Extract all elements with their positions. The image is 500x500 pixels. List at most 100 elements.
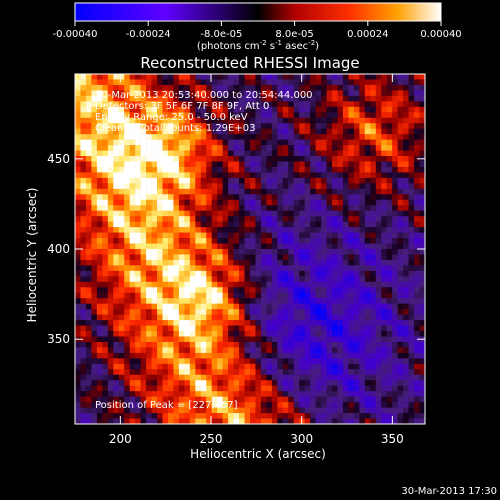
heatmap-cell [381,79,388,86]
heatmap-cell [157,347,163,354]
heatmap-cell [102,341,109,348]
heatmap-cell [392,249,398,255]
heatmap-cell [359,320,366,326]
heatmap-cell [293,90,300,97]
heatmap-cell [195,276,202,283]
heatmap-cell [271,281,278,288]
heatmap-cell [359,259,366,266]
heatmap-cell [206,172,213,179]
heatmap-cell [364,341,371,348]
heatmap-cell [96,303,103,310]
heatmap-cell [146,254,152,261]
heatmap-cell [414,303,420,310]
heatmap-cell [381,161,388,168]
heatmap-cell [277,385,284,392]
heatmap-cell [200,402,207,408]
heatmap-cell [370,194,377,201]
heatmap-cell [129,232,136,239]
heatmap-cell [403,227,409,233]
heatmap-cell [129,413,136,419]
heatmap-cell [135,134,141,140]
heatmap-cell [277,303,284,310]
heatmap-cell [419,216,426,222]
heatmap-cell [310,314,316,321]
heatmap-cell [304,221,311,228]
heatmap-cell [173,199,180,206]
heatmap-cell [255,210,262,217]
heatmap-cell [239,150,245,157]
heatmap-cell [129,341,136,348]
heatmap-cell [310,227,316,233]
heatmap-cell [157,199,163,206]
heatmap-cell [102,128,109,135]
heatmap-cell [386,161,393,168]
heatmap-cell [140,90,147,97]
heatmap-cell [91,101,98,108]
heatmap-cell [228,336,234,343]
heatmap-cell [178,243,185,250]
heatmap-cell [337,270,344,277]
heatmap-cell [419,117,426,124]
heatmap-cell [107,90,114,97]
heatmap-cell [342,128,349,135]
heatmap-cell [332,145,338,151]
heatmap-cell [118,270,125,277]
heatmap-cell [419,238,426,244]
heatmap-cell [353,117,360,124]
heatmap-cell [189,74,196,80]
heatmap-cell [332,188,338,195]
heatmap-cell [277,374,284,381]
heatmap-cell [397,385,404,392]
heatmap-cell [157,396,163,403]
heatmap-cell [304,101,311,108]
heatmap-cell [310,303,316,310]
heatmap-cell [118,314,125,321]
heatmap-cell [260,183,267,190]
heatmap-cell [332,287,338,294]
heatmap-cell [217,183,223,190]
heatmap-cell [239,391,245,397]
heatmap-cell [414,314,420,321]
heatmap-cell [233,407,240,414]
heatmap-cell [124,128,130,135]
heatmap-cell [233,314,240,321]
heatmap-cell [96,194,103,201]
heatmap-cell [392,254,398,261]
heatmap-cell [118,287,125,294]
heatmap-cell [403,413,409,419]
heatmap-cell [113,74,120,80]
heatmap-cell [102,194,109,201]
heatmap-cell [135,199,141,206]
heatmap-cell [397,331,404,337]
heatmap-cell [392,352,398,359]
heatmap-cell [353,265,360,272]
heatmap-cell [233,402,240,408]
heatmap-cell [80,320,87,326]
heatmap-cell [239,396,245,403]
heatmap-cell [392,407,398,414]
heatmap-cell [118,161,125,168]
heatmap-cell [271,205,278,212]
heatmap-cell [250,161,256,168]
heatmap-cell [113,188,120,195]
heatmap-cell [102,177,109,184]
heatmap-cell [140,216,147,222]
heatmap-cell [419,150,426,157]
heatmap-cell [321,314,327,321]
colorbar-tick-label: 0.00024 [347,29,388,40]
heatmap-cell [91,402,98,408]
heatmap-cell [85,358,92,365]
heatmap-cell [80,347,87,354]
heatmap-cell [370,259,377,266]
heatmap-cell [282,352,289,359]
heatmap-cell [96,341,103,348]
heatmap-cell [364,407,371,414]
heatmap-cell [184,347,191,354]
heatmap-cell [255,199,262,206]
heatmap-cell [370,363,377,370]
heatmap-cell [244,172,251,179]
heatmap-cell [118,79,125,86]
heatmap-cell [217,320,223,326]
heatmap-cell [310,254,316,261]
heatmap-cell [397,254,404,261]
